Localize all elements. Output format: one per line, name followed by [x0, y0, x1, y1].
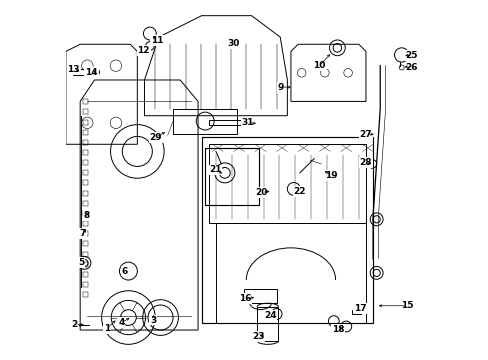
- Bar: [82, 211, 88, 216]
- Text: 18: 18: [331, 325, 344, 334]
- Text: 14: 14: [85, 68, 98, 77]
- Bar: [82, 231, 88, 236]
- Text: 27: 27: [359, 130, 371, 139]
- Bar: [82, 292, 88, 297]
- Bar: [82, 221, 88, 226]
- Bar: [257, 307, 278, 341]
- Bar: [82, 150, 88, 155]
- Bar: [173, 109, 237, 134]
- Text: 15: 15: [400, 301, 412, 310]
- Bar: [82, 282, 88, 287]
- Bar: [73, 69, 93, 75]
- Bar: [82, 140, 88, 145]
- Text: 13: 13: [67, 66, 80, 75]
- Bar: [82, 180, 88, 185]
- Text: 20: 20: [255, 188, 267, 197]
- Text: 7: 7: [80, 229, 86, 238]
- Bar: [82, 160, 88, 165]
- Bar: [82, 191, 88, 195]
- Bar: [82, 262, 88, 267]
- Bar: [205, 148, 258, 205]
- Bar: [82, 242, 88, 246]
- Text: 4: 4: [118, 318, 124, 327]
- Text: 31: 31: [242, 118, 254, 127]
- Text: 19: 19: [324, 171, 337, 180]
- Text: 26: 26: [405, 63, 417, 72]
- Text: 28: 28: [359, 158, 371, 167]
- Text: 2: 2: [72, 320, 78, 329]
- Text: 22: 22: [293, 187, 305, 196]
- Bar: [82, 120, 88, 125]
- Text: 8: 8: [83, 211, 90, 220]
- Text: 11: 11: [150, 36, 163, 45]
- Text: 6: 6: [122, 267, 128, 276]
- Text: 3: 3: [150, 315, 156, 324]
- Text: 24: 24: [264, 311, 276, 320]
- Bar: [208, 144, 365, 223]
- Bar: [82, 272, 88, 277]
- Text: 9: 9: [277, 83, 284, 92]
- Bar: [82, 252, 88, 257]
- Bar: [82, 99, 88, 104]
- Text: 16: 16: [239, 294, 251, 303]
- Text: 25: 25: [405, 51, 417, 60]
- Text: 12: 12: [137, 46, 150, 55]
- Text: 21: 21: [208, 166, 221, 175]
- Bar: [244, 289, 276, 303]
- Bar: [351, 310, 360, 314]
- Bar: [82, 170, 88, 175]
- Text: 17: 17: [354, 304, 366, 313]
- Bar: [208, 120, 251, 125]
- Bar: [82, 130, 88, 135]
- Text: 5: 5: [78, 258, 84, 267]
- Bar: [201, 137, 372, 323]
- Bar: [82, 201, 88, 206]
- Text: 10: 10: [313, 61, 325, 70]
- Text: 30: 30: [227, 39, 240, 48]
- Text: 1: 1: [103, 324, 110, 333]
- Text: 23: 23: [251, 332, 264, 341]
- Bar: [82, 109, 88, 114]
- Text: 29: 29: [149, 132, 162, 141]
